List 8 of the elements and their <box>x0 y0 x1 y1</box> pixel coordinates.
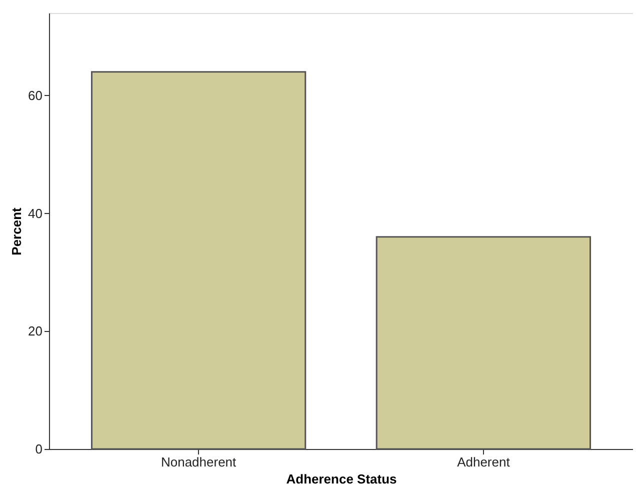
y-tick-label: 0 <box>35 442 42 456</box>
x-tick-label: Nonadherent <box>160 454 237 470</box>
y-tick-label: 40 <box>28 206 42 221</box>
y-tick-label: 20 <box>28 324 42 339</box>
y-axis-title: Percent <box>9 206 24 256</box>
x-tick-label: Adherent <box>457 454 510 470</box>
x-axis-title: Adherence Status <box>286 472 397 486</box>
y-tick-label: 60 <box>28 88 42 103</box>
